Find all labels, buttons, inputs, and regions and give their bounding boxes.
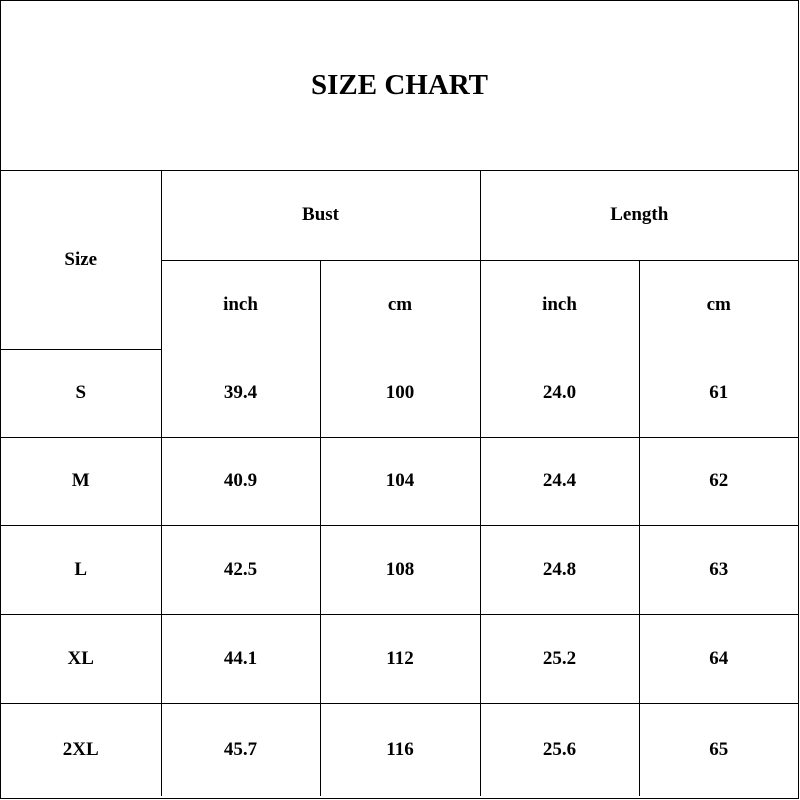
cell-size: XL <box>1 613 162 704</box>
table-row: L 42.5 108 24.8 63 <box>1 524 799 615</box>
cell-bust-inch: 40.9 <box>160 436 321 526</box>
header-length-inch: inch <box>479 259 640 349</box>
cell-length-inch: 24.0 <box>479 349 640 438</box>
cell-length-cm: 65 <box>638 702 799 796</box>
cell-length-cm: 61 <box>638 349 799 438</box>
cell-size: L <box>1 524 162 615</box>
header-length-cm: cm <box>638 259 799 349</box>
cell-size: M <box>1 436 162 526</box>
header-length: Length <box>479 171 799 261</box>
cell-size: 2XL <box>1 702 162 796</box>
cell-length-cm: 62 <box>638 436 799 526</box>
cell-bust-cm: 116 <box>319 702 481 796</box>
table-row: S 39.4 100 24.0 61 <box>1 349 799 438</box>
header-size: Size <box>1 171 162 350</box>
cell-length-cm: 63 <box>638 524 799 615</box>
cell-bust-cm: 104 <box>319 436 481 526</box>
cell-bust-inch: 42.5 <box>160 524 321 615</box>
header-row-2: inch cm inch cm <box>1 259 799 349</box>
cell-size: S <box>1 349 162 438</box>
cell-bust-inch: 44.1 <box>160 613 321 704</box>
table-row: XL 44.1 112 25.2 64 <box>1 613 799 704</box>
table-row: 2XL 45.7 116 25.6 65 <box>1 702 799 796</box>
cell-bust-cm: 108 <box>319 524 481 615</box>
table-row: M 40.9 104 24.4 62 <box>1 436 799 526</box>
cell-bust-cm: 112 <box>319 613 481 704</box>
cell-bust-inch: 45.7 <box>160 702 321 796</box>
cell-length-inch: 25.2 <box>479 613 640 704</box>
cell-length-inch: 25.6 <box>479 702 640 796</box>
header-row-1: Size Bust Length <box>1 171 799 350</box>
size-table: Size Bust Length inch cm inch cm S 39.4 10… <box>1 171 799 796</box>
cell-length-inch: 24.4 <box>479 436 640 526</box>
header-bust-cm: cm <box>319 259 481 349</box>
header-bust: Bust <box>160 171 481 261</box>
cell-length-inch: 24.8 <box>479 524 640 615</box>
header-bust-inch: inch <box>161 259 321 349</box>
chart-title: SIZE CHART <box>1 1 798 171</box>
cell-length-cm: 64 <box>638 613 799 704</box>
cell-bust-inch: 39.4 <box>160 349 321 438</box>
cell-bust-cm: 100 <box>319 349 481 438</box>
